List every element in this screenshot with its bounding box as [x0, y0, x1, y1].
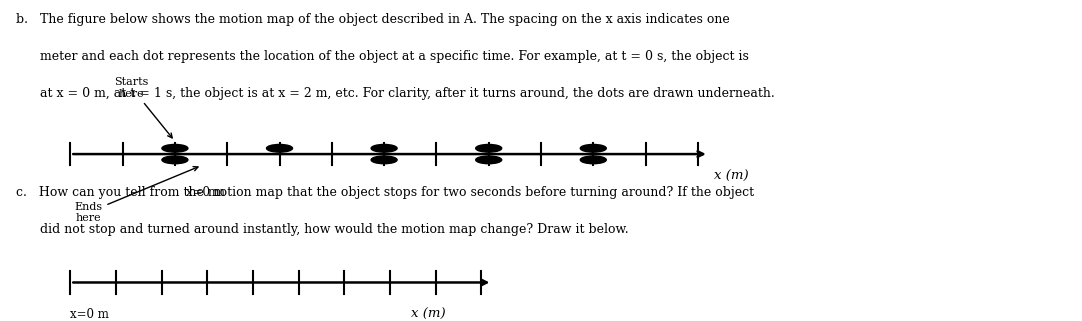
Text: Starts
here: Starts here [115, 77, 172, 138]
Text: x=0 m: x=0 m [186, 186, 225, 199]
Circle shape [266, 144, 292, 152]
Text: at x = 0 m, at t = 1 s, the object is at x = 2 m, etc. For clarity, after it tur: at x = 0 m, at t = 1 s, the object is at… [16, 87, 775, 100]
Circle shape [580, 156, 606, 164]
Circle shape [476, 156, 502, 164]
Text: did not stop and turned around instantly, how would the motion map change? Draw : did not stop and turned around instantly… [16, 223, 629, 236]
Text: meter and each dot represents the location of the object at a specific time. For: meter and each dot represents the locati… [16, 50, 749, 63]
Circle shape [162, 156, 188, 164]
Circle shape [580, 144, 606, 152]
Circle shape [162, 144, 188, 152]
Text: Ends
here: Ends here [75, 167, 198, 223]
Text: x=0 m: x=0 m [70, 308, 109, 321]
Text: c.   How can you tell from the motion map that the object stops for two seconds : c. How can you tell from the motion map … [16, 186, 754, 199]
Text: x (m): x (m) [714, 170, 749, 183]
Text: x (m): x (m) [411, 308, 446, 321]
Circle shape [476, 144, 502, 152]
Text: b.   The figure below shows the motion map of the object described in A. The spa: b. The figure below shows the motion map… [16, 13, 730, 26]
Circle shape [371, 144, 397, 152]
Circle shape [371, 156, 397, 164]
